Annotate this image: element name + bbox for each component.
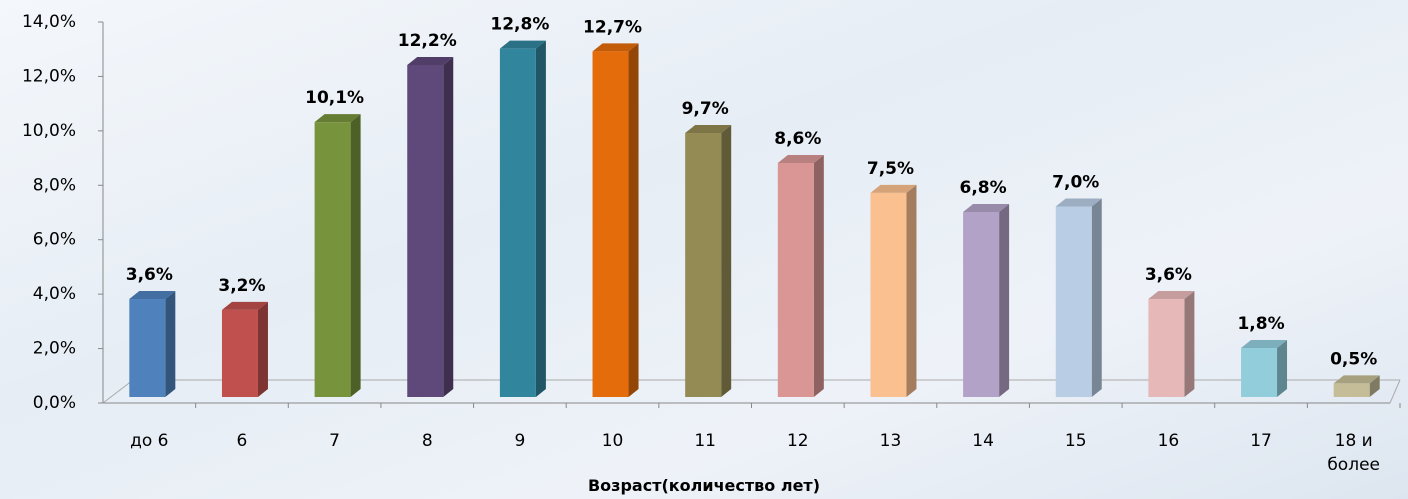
bar [500,49,536,397]
y-tick-label: 6,0% [33,230,76,250]
y-tick-label: 4,0% [33,284,76,304]
bar-side [165,291,175,397]
value-label: 6,8% [960,178,1007,198]
value-label: 7,0% [1052,173,1099,193]
x-tick-label: 14 [951,429,1015,453]
bar [222,310,258,397]
value-label: 10,1% [305,88,364,108]
bar-side [906,185,916,397]
bar [1148,299,1184,397]
bar [129,299,165,397]
floor-edge [1390,380,1400,403]
bar-side [443,57,453,397]
bar [315,122,351,397]
bar [1241,348,1277,397]
y-tick-label: 12,0% [22,66,76,86]
value-label: 8,6% [774,129,821,149]
y-tick-label: 10,0% [22,121,76,141]
value-label: 3,2% [218,276,265,296]
bar-side [536,41,546,397]
y-tick-label: 0,0% [33,393,76,413]
bar-side [721,125,731,397]
y-tick-label: 2,0% [33,339,76,359]
floor-edge [103,380,133,403]
plot: 0,0% 2,0% 4,0% 6,0% 8,0% 10,0% 12,0% 14,0% 3,6% 3… [0,0,1408,499]
value-label: 12,8% [490,15,549,35]
chart: 0,0% 2,0% 4,0% 6,0% 8,0% 10,0% 12,0% 14,0% 3,6% 3… [0,0,1408,499]
bar [778,163,814,397]
value-label: 3,6% [126,265,173,285]
value-label: 1,8% [1237,314,1284,334]
bar [407,65,443,397]
value-label: 0,5% [1330,349,1377,369]
x-tick-label: 17 [1229,429,1293,453]
x-tick-label: 18 и более [1322,429,1386,477]
x-axis-title: Возраст(количество лет) [0,476,1408,495]
value-label: 12,7% [583,17,642,37]
bar-side [1184,291,1194,397]
x-tick-label: 12 [766,429,830,453]
y-tick-label: 8,0% [33,175,76,195]
x-tick-label: 6 [210,429,274,453]
value-label: 7,5% [867,159,914,179]
bar [593,51,629,397]
bar [963,212,999,397]
x-tick-label: 15 [1044,429,1108,453]
bar-side [814,155,824,397]
bar-side [1277,340,1287,397]
value-label: 9,7% [682,99,729,119]
x-tick-label: 8 [395,429,459,453]
value-label: 12,2% [398,31,457,51]
bar-side [351,114,361,397]
x-tick-label: 13 [858,429,922,453]
y-tick-label: 14,0% [22,12,76,32]
x-tick-label: 16 [1136,429,1200,453]
x-tick-label: до 6 [117,429,181,453]
x-tick-label: 10 [581,429,645,453]
bar-side [1092,199,1102,398]
value-label: 3,6% [1145,265,1192,285]
bar [685,133,721,397]
bar [870,193,906,397]
bar-side [629,43,639,397]
bar-side [258,302,268,397]
x-tick-label: 11 [673,429,737,453]
x-tick-label: 7 [303,429,367,453]
x-tick-label: 9 [488,429,552,453]
bar-side [999,204,1009,397]
bar [1334,383,1370,397]
bar [1056,207,1092,398]
